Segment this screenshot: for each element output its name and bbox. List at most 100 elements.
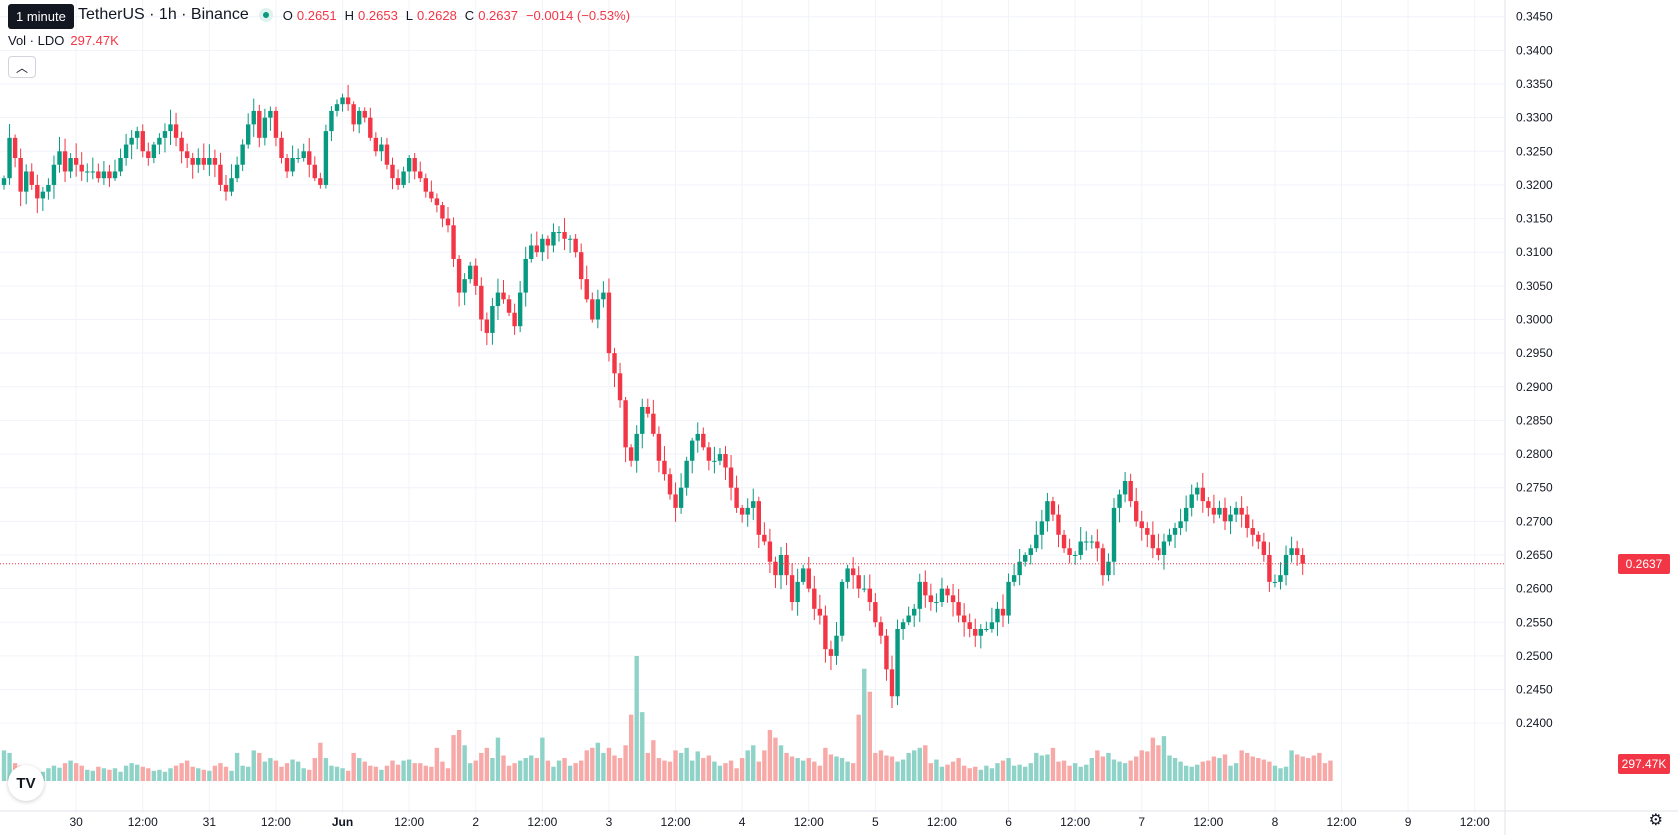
volume-bar (240, 765, 245, 781)
volume-bar (601, 752, 606, 781)
volume-bar (73, 763, 79, 781)
volume-bar (1150, 737, 1156, 781)
volume-bar (912, 750, 917, 781)
volume-bar (135, 764, 140, 781)
candle-body (212, 158, 218, 165)
candle-body (906, 615, 911, 623)
last-price-label: 0.2637 (1618, 553, 1670, 574)
candle-body (556, 232, 562, 234)
candle-body (1178, 521, 1183, 529)
candle-body (712, 460, 717, 462)
collapse-legend-button[interactable]: ︿ (8, 56, 36, 78)
volume-bar (512, 763, 517, 781)
volume-bar (1283, 766, 1289, 781)
volume-bar (634, 656, 639, 781)
volume-bar (379, 769, 384, 781)
volume-bar (845, 761, 850, 781)
candle-body (57, 151, 62, 165)
candle-body (601, 292, 606, 300)
candle-body (634, 433, 639, 461)
candle-body (112, 171, 118, 179)
candle-body (739, 507, 745, 515)
candle-body (1233, 507, 1239, 515)
volume-bar (468, 763, 473, 781)
price-tick-label: 0.3000 (1516, 312, 1553, 326)
candle-body (1172, 528, 1178, 535)
price-tick-label: 0.3450 (1516, 10, 1553, 24)
volume-bar (1089, 758, 1094, 781)
time-tick-label: 3 (606, 815, 613, 829)
candle-body (801, 568, 806, 582)
volume-bar (828, 754, 834, 781)
volume-bar (900, 759, 906, 781)
candle-body (373, 137, 379, 152)
candle-body (928, 595, 934, 603)
volume-bar (1261, 759, 1267, 781)
candle-body (384, 144, 390, 165)
settings-gear-icon[interactable]: ⚙ (1648, 812, 1663, 829)
volume-bar (318, 742, 323, 781)
candle-body (839, 581, 845, 636)
time-tick-label: 9 (1405, 815, 1412, 829)
volume-bar (434, 747, 440, 781)
volume-bar (368, 765, 373, 781)
volume-bar (62, 763, 68, 781)
volume-bar (651, 740, 656, 781)
volume-bar (429, 766, 434, 781)
candle-body (873, 602, 878, 623)
candle-body (567, 238, 573, 240)
candle-body (490, 306, 495, 333)
candle-body (606, 292, 612, 354)
volume-bar (939, 766, 945, 781)
volume-bar (146, 768, 151, 781)
candle-body (756, 501, 761, 535)
time-tick-label: 12:00 (261, 815, 291, 829)
candle-body (717, 454, 723, 461)
volume-bar (1200, 761, 1205, 781)
volume-bar (534, 758, 539, 781)
time-tick-label: 6 (1005, 815, 1012, 829)
volume-bar (745, 750, 750, 781)
volume-bar (889, 756, 895, 781)
market-status-icon[interactable] (258, 8, 273, 22)
candle-body (362, 110, 367, 118)
candle-body (1272, 581, 1278, 583)
volume-bar (778, 745, 784, 781)
volume-bar (1034, 752, 1039, 781)
volume-bar (262, 761, 268, 781)
volume-bar (129, 763, 134, 781)
volume-bar (529, 755, 534, 781)
price-tick-label: 0.3250 (1516, 144, 1553, 158)
candle-body (1300, 554, 1305, 564)
volume-bar (1, 750, 7, 781)
candle-body (79, 164, 84, 172)
candle-body (961, 615, 967, 623)
volume-value: 297.47K (70, 33, 119, 48)
close-label: C (464, 7, 475, 23)
candle-body (451, 225, 456, 259)
volume-bar (1211, 756, 1217, 781)
volume-bar (495, 737, 501, 781)
volume-bar (867, 691, 872, 781)
candle-body (73, 158, 79, 165)
candle-body (706, 447, 712, 461)
volume-bar (1061, 760, 1067, 781)
volume-bar (118, 771, 123, 781)
candle-body (1200, 487, 1205, 502)
volume-bar (79, 765, 84, 781)
volume-bar (1156, 745, 1161, 781)
volume-label[interactable]: Vol · LDO (8, 33, 65, 48)
volume-bar (1217, 758, 1222, 781)
candle-body (1011, 575, 1017, 582)
candle-body (295, 158, 301, 160)
tradingview-logo-icon[interactable]: TV (8, 765, 44, 801)
candle-body (351, 104, 356, 125)
candle-body (445, 218, 451, 226)
volume-bar (690, 760, 695, 781)
price-tick-label: 0.2950 (1516, 346, 1553, 360)
candle-body (895, 628, 900, 697)
volume-bar (973, 766, 978, 781)
candle-body (7, 137, 12, 179)
symbol-title[interactable]: TetherUS · 1h · Binance (78, 6, 249, 23)
